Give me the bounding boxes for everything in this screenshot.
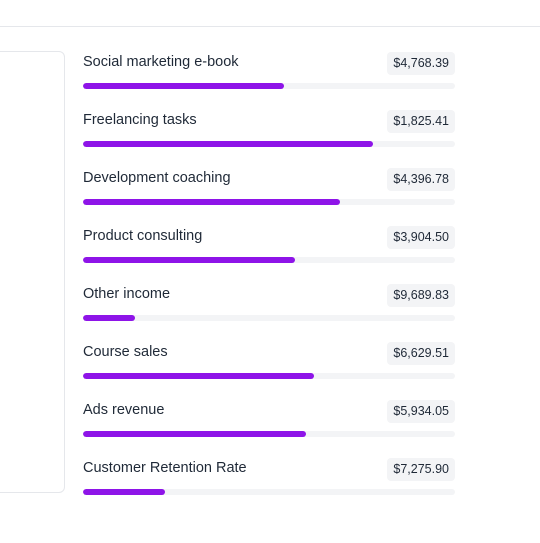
- progress-track: [83, 141, 455, 147]
- list-item: Course sales $6,629.51: [83, 341, 455, 399]
- item-label: Other income: [83, 286, 171, 302]
- progress-track: [83, 373, 455, 379]
- amount-badge: $4,396.78: [387, 168, 455, 191]
- item-label: Customer Retention Rate: [83, 460, 247, 476]
- item-label: Social marketing e-book: [83, 54, 239, 70]
- progress-fill: [83, 141, 374, 147]
- revenue-breakdown-list: Social marketing e-book $4,768.39 Freela…: [83, 51, 455, 515]
- progress-fill: [83, 83, 284, 89]
- amount-badge: $6,629.51: [387, 342, 455, 365]
- list-item: Freelancing tasks $1,825.41: [83, 109, 455, 167]
- progress-track: [83, 489, 455, 495]
- left-panel-card: [0, 51, 65, 493]
- amount-badge: $5,934.05: [387, 400, 455, 423]
- progress-fill: [83, 373, 314, 379]
- list-item: Product consulting $3,904.50: [83, 225, 455, 283]
- progress-track: [83, 257, 455, 263]
- progress-track: [83, 431, 455, 437]
- item-label: Development coaching: [83, 170, 231, 186]
- list-item: Development coaching $4,396.78: [83, 167, 455, 225]
- amount-badge: $1,825.41: [387, 110, 455, 133]
- amount-badge: $9,689.83: [387, 284, 455, 307]
- amount-badge: $4,768.39: [387, 52, 455, 75]
- progress-fill: [83, 257, 296, 263]
- list-item: Other income $9,689.83: [83, 283, 455, 341]
- list-item: Ads revenue $5,934.05: [83, 399, 455, 457]
- item-label: Course sales: [83, 344, 168, 360]
- progress-track: [83, 199, 455, 205]
- amount-badge: $7,275.90: [387, 458, 455, 481]
- progress-fill: [83, 315, 136, 321]
- progress-track: [83, 83, 455, 89]
- progress-track: [83, 315, 455, 321]
- item-label: Freelancing tasks: [83, 112, 197, 128]
- list-item: Customer Retention Rate $7,275.90: [83, 457, 455, 515]
- list-item: Social marketing e-book $4,768.39: [83, 51, 455, 109]
- progress-fill: [83, 431, 307, 437]
- header-divider: [0, 26, 540, 27]
- item-label: Ads revenue: [83, 402, 165, 418]
- progress-fill: [83, 489, 165, 495]
- item-label: Product consulting: [83, 228, 203, 244]
- amount-badge: $3,904.50: [387, 226, 455, 249]
- progress-fill: [83, 199, 340, 205]
